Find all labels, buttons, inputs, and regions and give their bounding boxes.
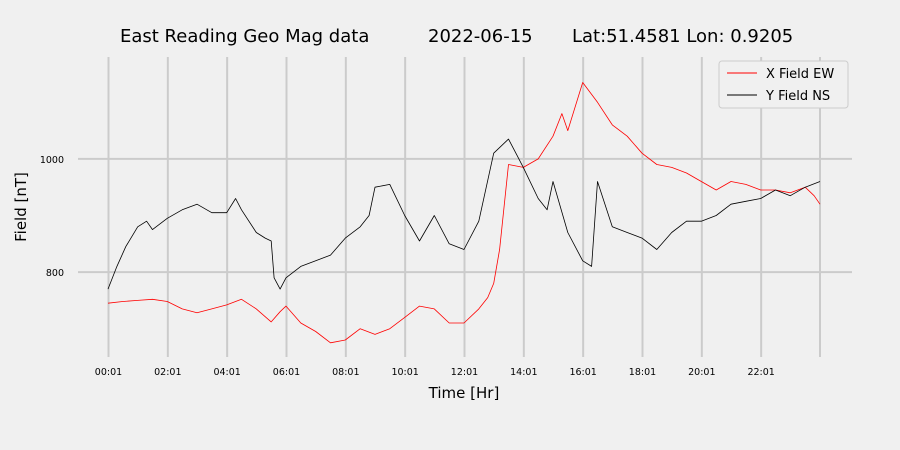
x-tick-label-2: 04:01 (213, 367, 240, 378)
series-line-0 (107, 82, 821, 344)
legend-label-y-field: Y Field NS (765, 89, 830, 104)
y-axis-label: Field [nT] (12, 172, 30, 242)
x-axis-label: Time [Hr] (428, 384, 500, 402)
x-tick-label-3: 06:01 (273, 367, 300, 378)
x-tick-label-9: 18:01 (629, 367, 656, 378)
legend: X Field EW Y Field NS (718, 60, 849, 109)
y-tick-label-1: 1000 (40, 155, 64, 166)
series-line-1 (107, 138, 821, 290)
x-tick-label-5: 10:01 (391, 367, 418, 378)
title-station: East Reading Geo Mag data (120, 26, 369, 47)
title-date: 2022-06-15 (428, 26, 533, 47)
title-location: Lat:51.4581 Lon: 0.9205 (572, 26, 793, 47)
x-tick-label-10: 20:01 (688, 367, 715, 378)
y-axis-ticks: 800 1000 (40, 155, 64, 279)
chart-title: East Reading Geo Mag data 2022-06-15 Lat… (120, 26, 793, 47)
x-tick-label-1: 02:01 (154, 367, 181, 378)
x-tick-label-7: 14:01 (510, 367, 537, 378)
series-layer (107, 82, 821, 344)
legend-label-x-field: X Field EW (766, 67, 834, 82)
x-tick-label-6: 12:01 (451, 367, 478, 378)
x-tick-label-8: 16:01 (569, 367, 596, 378)
y-tick-label-0: 800 (46, 268, 64, 279)
x-tick-label-0: 00:01 (95, 367, 122, 378)
x-tick-label-11: 22:01 (747, 367, 774, 378)
gridlines (78, 57, 852, 357)
x-axis-ticks: 00:01 02:01 04:01 06:01 08:01 10:01 12:01 14:01… (95, 367, 775, 378)
x-tick-label-4: 08:01 (332, 367, 359, 378)
